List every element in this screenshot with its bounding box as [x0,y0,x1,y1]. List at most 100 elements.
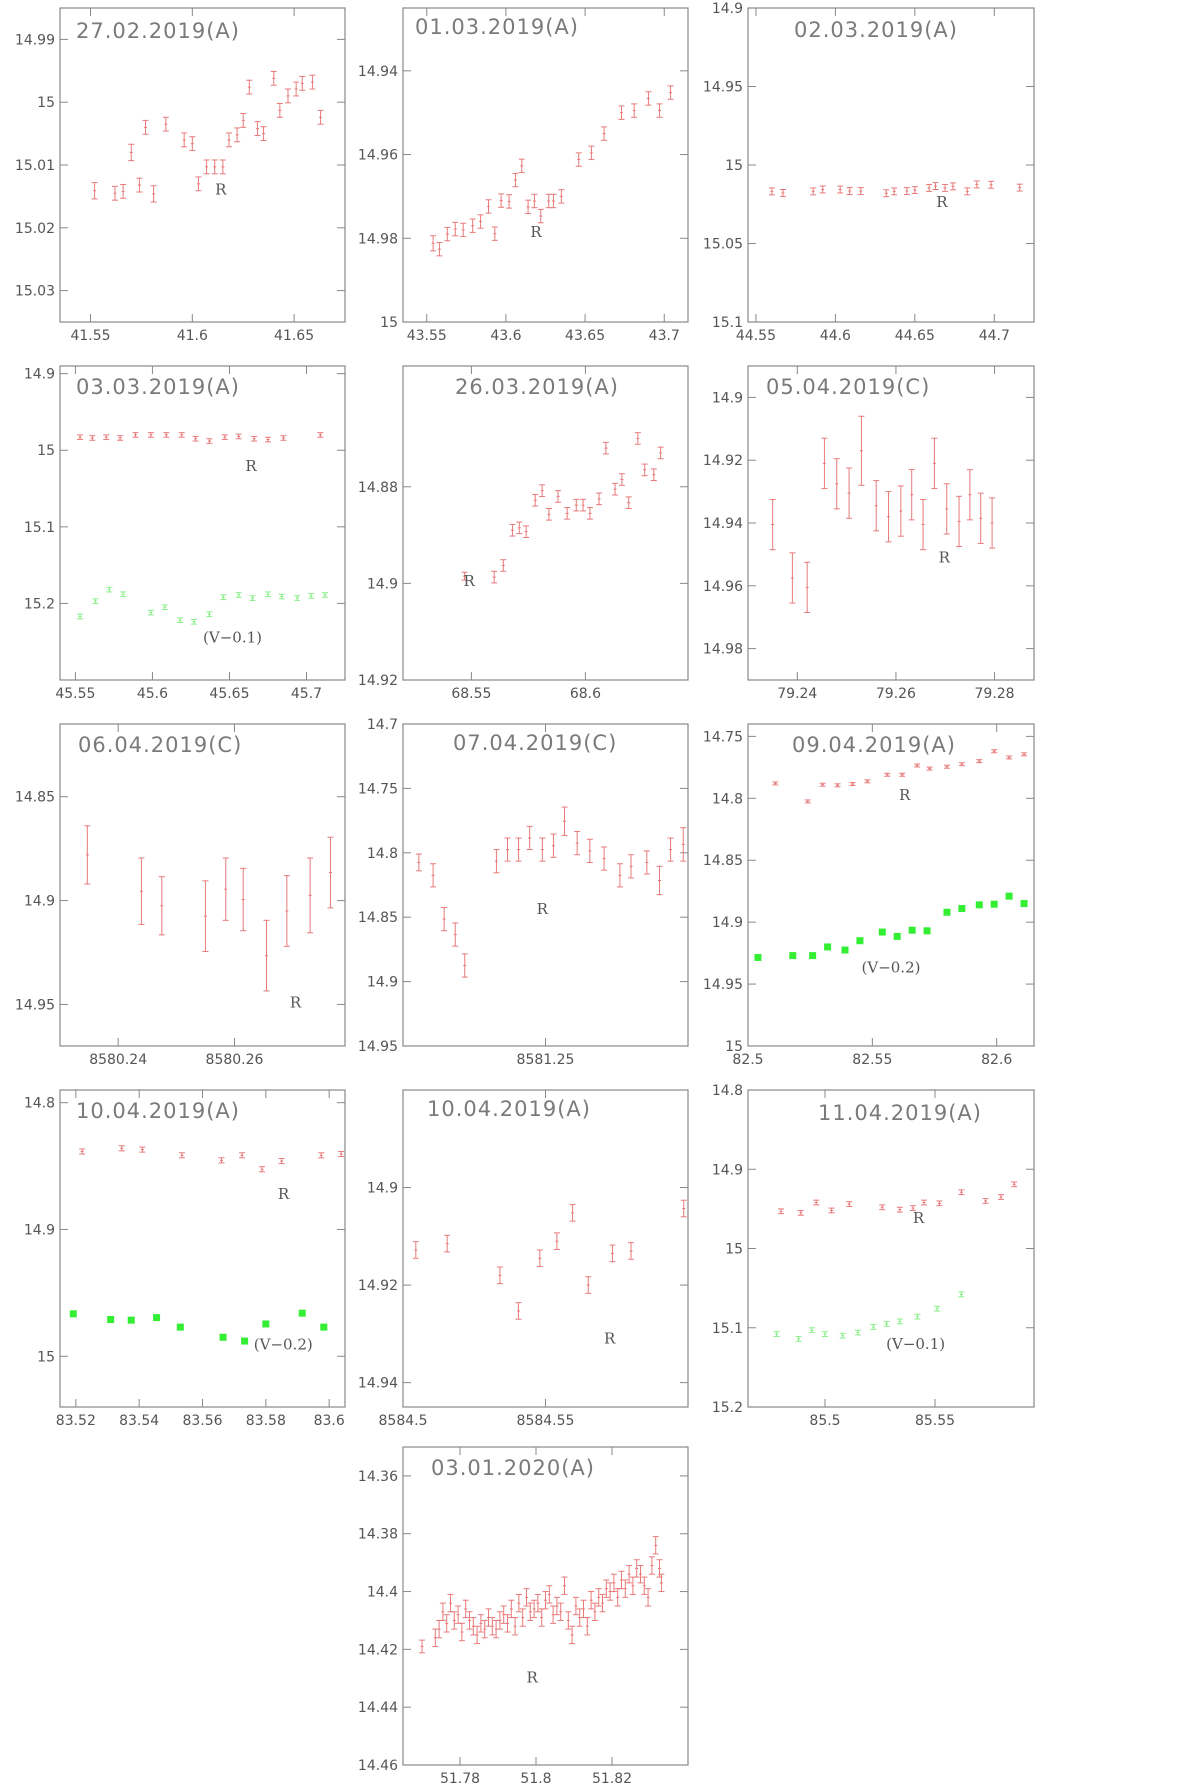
data-point [553,1596,560,1616]
data-point [628,854,634,879]
data-point [591,1602,598,1621]
data-point [496,1611,503,1630]
data-point [176,1323,184,1331]
y-tick-label: 14.8 [712,791,743,807]
y-tick-label: 14.36 [358,1469,398,1485]
data-point [128,143,135,162]
data-point [573,498,580,512]
series-r [768,180,1023,198]
y-tick-label: 14.9 [712,915,743,931]
data-point [914,763,921,768]
data-point [539,837,546,862]
y-tick-label: 15 [725,1242,743,1258]
series-label: R [463,572,475,590]
panel-frame [59,1089,346,1408]
data-point [569,1625,576,1645]
data-point [92,598,99,604]
data-point [318,1152,325,1159]
data-point [973,180,980,189]
y-tick-label: 14.75 [703,729,743,745]
data-point [202,880,209,952]
data-point [616,863,623,888]
x-tick-label: 85.55 [915,1413,955,1429]
x-tick-label: 8580.24 [89,1052,147,1068]
data-point [132,432,139,438]
data-point [222,857,229,921]
data-point [964,187,971,196]
data-point [249,595,256,601]
y-tick-label: 14.42 [358,1642,398,1658]
y-tick-label: 14.9 [367,1181,398,1197]
data-point [153,1314,161,1322]
x-tick-label: 41.65 [274,328,314,344]
data-point [864,779,871,784]
data-point [518,158,525,174]
data-point [839,1332,846,1339]
y-tick-label: 14.98 [358,231,398,247]
y-tick-label: 14.9 [367,975,398,991]
data-point [789,952,797,960]
data-point [837,185,844,194]
y-tick-label: 14.7 [367,717,398,733]
data-point [574,831,581,856]
data-point [641,1576,648,1595]
y-tick-label: 14.85 [15,790,55,806]
y-tick-label: 14.92 [358,673,398,689]
data-point [206,611,213,617]
data-point [506,194,513,209]
data-point [667,837,674,862]
panel-title: 26.03.2019(A) [455,375,619,399]
y-tick-label: 15.05 [703,237,743,253]
panel-9: 82.5 82.55 82.6 14.75 14.8 14.85 14.9 14.95 15 09… [703,723,1035,1068]
data-point [299,75,306,91]
x-tick-label: 82.6 [981,1052,1012,1068]
panel-frame [402,1446,689,1766]
data-point [680,827,687,862]
data-point [263,919,270,992]
data-point [158,876,165,936]
data-point [177,617,184,624]
x-tick-label: 51.78 [440,1771,480,1787]
data-point [240,113,247,128]
data-point [618,105,625,120]
series-r [461,432,664,584]
y-tick-label: 14.9 [712,1162,743,1178]
data-point [956,495,963,548]
y-tick-label: 14.8 [24,1096,55,1112]
data-point [181,132,188,148]
data-point [500,559,507,572]
data-point [504,837,511,862]
data-point [580,498,587,512]
data-point [512,172,519,188]
data-point [127,1316,135,1324]
data-point [264,436,271,443]
data-point [531,193,538,209]
data-point [618,1570,625,1590]
x-tick-label: 41.6 [177,328,208,344]
y-tick-label: 14.38 [358,1527,398,1543]
data-point [855,1329,861,1336]
panel-frame [747,7,1035,323]
y-tick-label: 15.2 [24,596,55,612]
data-point [572,1596,579,1616]
data-point [903,187,910,196]
data-point [553,1232,560,1250]
data-point [262,1320,270,1328]
data-point [254,121,261,136]
data-point [878,928,886,936]
data-point [585,1276,592,1294]
data-point [532,493,539,507]
data-point [455,1605,462,1624]
data-point [804,561,811,613]
data-point [652,1536,659,1555]
data-point [136,177,143,193]
data-point [943,483,950,535]
y-tick-label: 15.02 [15,221,55,237]
data-point [910,1205,916,1211]
data-point [477,1614,484,1633]
x-tick-label: 79.28 [975,686,1015,702]
data-point [586,838,593,863]
y-tick-label: 15.1 [712,315,743,331]
data-point [931,437,938,489]
panel-frame [747,723,1035,1047]
